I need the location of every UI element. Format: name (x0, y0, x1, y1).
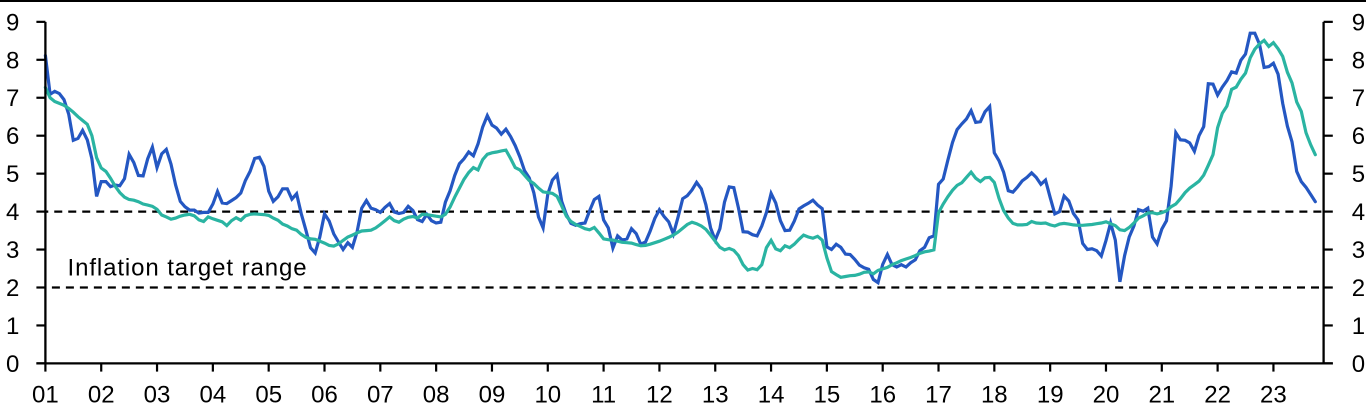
svg-text:04: 04 (200, 382, 227, 409)
svg-text:07: 07 (367, 382, 394, 409)
svg-text:20: 20 (1093, 382, 1120, 409)
svg-text:17: 17 (925, 382, 952, 409)
svg-text:19: 19 (1037, 382, 1064, 409)
svg-text:Inflation target range: Inflation target range (68, 255, 308, 282)
svg-text:22: 22 (1204, 382, 1231, 409)
svg-text:8: 8 (1352, 47, 1365, 74)
svg-text:3: 3 (6, 237, 19, 264)
svg-text:10: 10 (534, 382, 561, 409)
svg-text:4: 4 (6, 199, 19, 226)
svg-text:08: 08 (423, 382, 450, 409)
svg-text:2: 2 (6, 275, 19, 302)
svg-text:16: 16 (869, 382, 896, 409)
svg-text:7: 7 (6, 85, 19, 112)
svg-text:8: 8 (6, 47, 19, 74)
svg-text:9: 9 (1352, 9, 1365, 36)
svg-text:14: 14 (758, 382, 785, 409)
svg-text:4: 4 (1352, 199, 1365, 226)
svg-text:3: 3 (1352, 237, 1365, 264)
svg-text:23: 23 (1260, 382, 1287, 409)
svg-text:09: 09 (479, 382, 506, 409)
svg-text:11: 11 (591, 382, 616, 409)
svg-text:01: 01 (32, 382, 59, 409)
svg-text:1: 1 (1352, 313, 1365, 340)
svg-text:1: 1 (6, 313, 19, 340)
svg-text:6: 6 (6, 123, 19, 150)
svg-text:18: 18 (981, 382, 1008, 409)
svg-text:21: 21 (1148, 382, 1175, 409)
svg-text:6: 6 (1352, 123, 1365, 150)
svg-text:13: 13 (702, 382, 729, 409)
svg-text:12: 12 (646, 382, 673, 409)
svg-text:06: 06 (311, 382, 338, 409)
svg-text:02: 02 (88, 382, 115, 409)
svg-text:03: 03 (144, 382, 171, 409)
svg-text:9: 9 (6, 9, 19, 36)
svg-text:2: 2 (1352, 275, 1365, 302)
svg-text:0: 0 (6, 351, 19, 378)
svg-text:0: 0 (1352, 351, 1365, 378)
svg-text:7: 7 (1352, 85, 1365, 112)
svg-text:5: 5 (1352, 161, 1365, 188)
svg-text:15: 15 (814, 382, 841, 409)
svg-text:05: 05 (255, 382, 282, 409)
svg-text:5: 5 (6, 161, 19, 188)
